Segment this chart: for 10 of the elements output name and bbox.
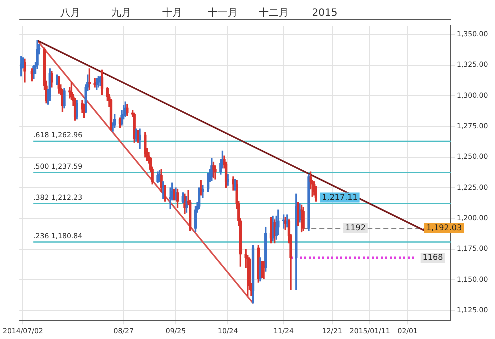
text: 十月 — [162, 7, 182, 19]
annotation: 1,192.03 — [426, 224, 462, 233]
text: 2015 — [312, 8, 338, 19]
annotation: 1168 — [422, 253, 444, 262]
annotation: 1192 — [346, 224, 366, 233]
text: 十二月 — [259, 7, 290, 19]
text: 十一月 — [208, 7, 238, 19]
text: 八月 — [60, 8, 80, 19]
text: 九月 — [111, 7, 132, 19]
annotation: 1,217.11 — [322, 192, 358, 202]
